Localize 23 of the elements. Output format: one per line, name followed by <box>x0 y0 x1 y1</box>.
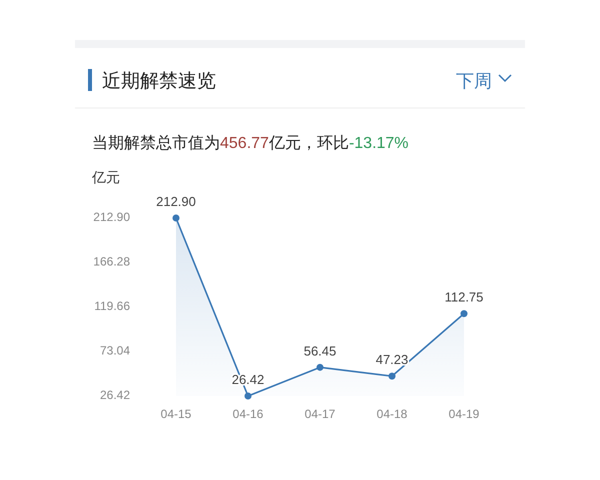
x-tick-label: 04-19 <box>448 407 480 421</box>
x-tick-label: 04-15 <box>160 407 192 421</box>
point <box>316 364 324 371</box>
text: 212.90 <box>156 194 196 209</box>
text: 56.45 <box>304 343 336 358</box>
text: 下周 <box>456 71 492 91</box>
chart-subtitle: 当期解禁总市值为456.77亿元，环比-13.17% <box>92 134 409 152</box>
y-axis-title: 亿元 <box>91 169 120 185</box>
y-tick-label: 26.42 <box>100 388 130 402</box>
y-tick-label: 119.66 <box>94 299 130 314</box>
y-tick-label: 212.90 <box>93 210 130 224</box>
y-tick-label: 73.04 <box>100 344 130 358</box>
chart-title: 近期解禁速览 <box>102 71 216 92</box>
point <box>460 310 468 318</box>
point <box>244 392 252 400</box>
x-tick-label: 04-17 <box>304 407 336 421</box>
text: 112.75 <box>444 290 484 305</box>
x-tick-label: 04-16 <box>232 407 264 421</box>
point <box>388 372 396 380</box>
y-tick-label: 166.28 <box>93 254 130 269</box>
point <box>172 214 180 222</box>
x-tick-label: 04-18 <box>376 407 408 421</box>
text: 47.23 <box>376 352 408 368</box>
